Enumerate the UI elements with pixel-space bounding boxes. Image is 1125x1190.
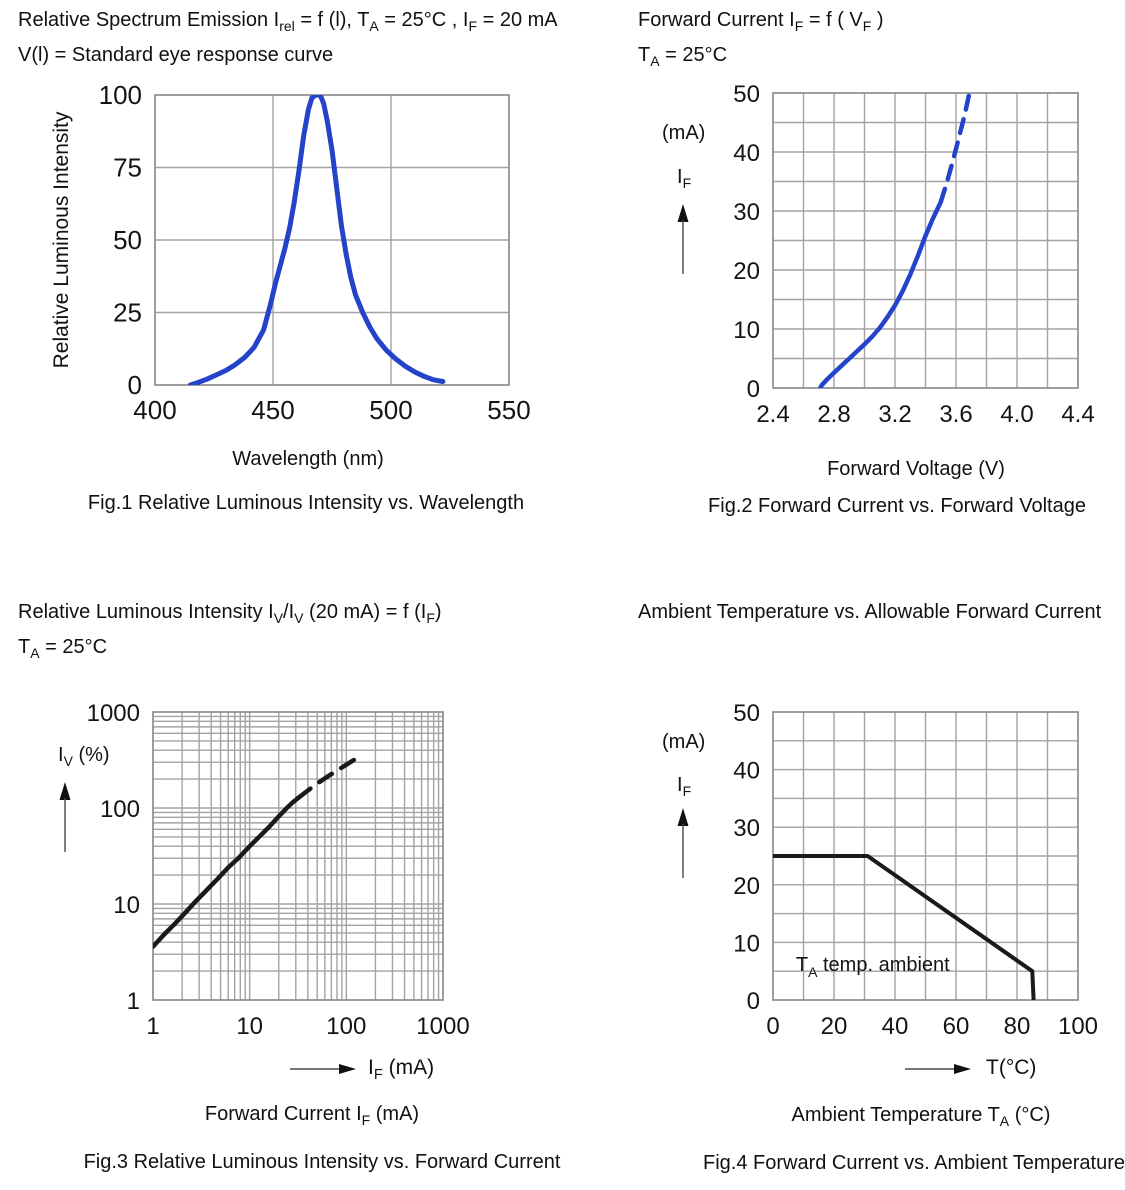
fig3-caption: Fig.3 Relative Luminous Intensity vs. Fo… [83,1151,561,1173]
fig4-y-unit-label: (mA) [662,731,706,753]
fig3-title-line1: Relative Luminous Intensity IV/IV (20 mA… [18,601,442,626]
fig3-y-quantity-label: IV (%) [58,744,110,769]
right-arrow-icon [905,1064,971,1074]
x-tick-label: 100 [326,1013,366,1040]
curve-spectrum [187,95,446,385]
fig1-x-axis-label: Wavelength (nm) [232,448,384,470]
x-tick-label: 20 [821,1013,848,1040]
right-arrow-icon [290,1064,356,1074]
y-tick-label: 20 [733,258,760,285]
x-tick-label: 3.6 [939,401,972,428]
x-tick-label: 40 [882,1013,909,1040]
fig4-x-axis-label: Ambient Temperature TA (°C) [791,1104,1051,1129]
fig2-x-axis-label: Forward Voltage (V) [827,458,1005,480]
x-tick-label: 0 [766,1013,779,1040]
fig2-y-quantity-label: IF [677,166,692,191]
curve-iv-solid [817,199,943,388]
x-tick-label: 2.8 [817,401,850,428]
chart-annotation: TA temp. ambient [796,954,950,980]
fig4-y-quantity-label: IF [677,774,692,799]
up-arrow-icon [677,808,689,878]
fig2-chart: 2.4 2.8 3.2 3.6 4.0 4.4 0 10 20 30 40 50 [733,81,1094,428]
y-tick-label: 0 [747,376,760,403]
y-tick-label: 100 [100,796,140,823]
y-tick-label: 10 [733,317,760,344]
y-tick-label: 1 [127,988,140,1015]
y-tick-label: 1000 [87,700,140,727]
plot-border [772,92,1079,389]
fig3-x-arrow-label: IF (mA) [368,1056,435,1084]
fig2-title-line2: TA = 25°C [638,44,728,69]
x-tick-label: 100 [1058,1013,1098,1040]
fig3-chart: 1 10 100 1000 1 10 100 1000 [87,700,470,1040]
y-tick-label: 10 [733,930,760,957]
y-tick-label: 30 [733,815,760,842]
x-tick-label: 450 [251,395,294,425]
y-tick-label: 25 [113,298,142,328]
fig4-title-line1: Ambient Temperature vs. Allowable Forwar… [638,601,1102,623]
curve-lum-solid [153,795,301,949]
y-tick-label: 30 [733,199,760,226]
fig3-x-axis-label: Forward Current IF (mA) [204,1103,420,1128]
curve-derating [773,854,1036,1000]
curve-iv-extrapolated [938,93,972,205]
x-tick-label: 60 [943,1013,970,1040]
fig4-caption: Fig.4 Forward Current vs. Ambient Temper… [702,1152,1125,1174]
y-tick-label: 10 [113,892,140,919]
x-tick-label: 550 [487,395,530,425]
fig2-y-unit-label: (mA) [662,122,706,144]
fig4-chart: 0 20 40 60 80 100 0 10 20 30 40 50 TA temp. ambient [733,700,1098,1040]
x-tick-label: 80 [1004,1013,1031,1040]
y-tick-label: 50 [733,700,760,727]
fig1-title-line2: V(l) = Standard eye response curve [18,44,334,66]
y-tick-label: 0 [747,988,760,1015]
fig4-title: Ambient Temperature vs. Allowable Forwar… [638,598,1101,627]
up-arrow-icon [59,782,71,852]
x-tick-label: 400 [133,395,176,425]
plot-border [154,94,510,386]
y-tick-label: 40 [733,758,760,785]
fig4-x-arrow-label: T(°C) [986,1056,1037,1079]
fig2-title: Forward Current IF = f ( VF ) TA = 25°C [638,6,884,76]
x-tick-label: 4.4 [1061,401,1094,428]
x-tick-label: 1000 [416,1013,469,1040]
plot-border [152,711,444,1001]
fig1-title-line1: Relative Spectrum Emission Irel = f (l),… [18,9,558,34]
fig3-title-line2: TA = 25°C [18,636,108,661]
fig3-title: Relative Luminous Intensity IV/IV (20 mA… [18,598,442,668]
fig2-caption: Fig.2 Forward Current vs. Forward Voltag… [708,495,1086,517]
x-tick-label: 1 [146,1013,159,1040]
up-arrow-icon [677,204,689,274]
curve-lum-extrapolated [296,753,363,800]
x-tick-label: 3.2 [878,401,911,428]
fig1-chart: 400 450 500 550 0 25 50 75 100 [99,80,531,425]
y-tick-label: 0 [128,370,142,400]
x-tick-label: 500 [369,395,412,425]
fig1-y-axis-label: Relative Luminous Intensity [50,111,73,369]
y-tick-label: 100 [99,80,142,110]
y-tick-label: 20 [733,873,760,900]
x-tick-label: 2.4 [756,401,789,428]
fig1-title: Relative Spectrum Emission Irel = f (l),… [18,6,558,70]
y-tick-label: 50 [733,81,760,108]
x-tick-label: 10 [236,1013,263,1040]
y-tick-label: 75 [113,153,142,183]
y-tick-label: 50 [113,225,142,255]
y-tick-label: 40 [733,140,760,167]
x-tick-label: 4.0 [1000,401,1033,428]
fig1-caption: Fig.1 Relative Luminous Intensity vs. Wa… [87,492,525,514]
fig2-title-line1: Forward Current IF = f ( VF ) [638,9,884,34]
